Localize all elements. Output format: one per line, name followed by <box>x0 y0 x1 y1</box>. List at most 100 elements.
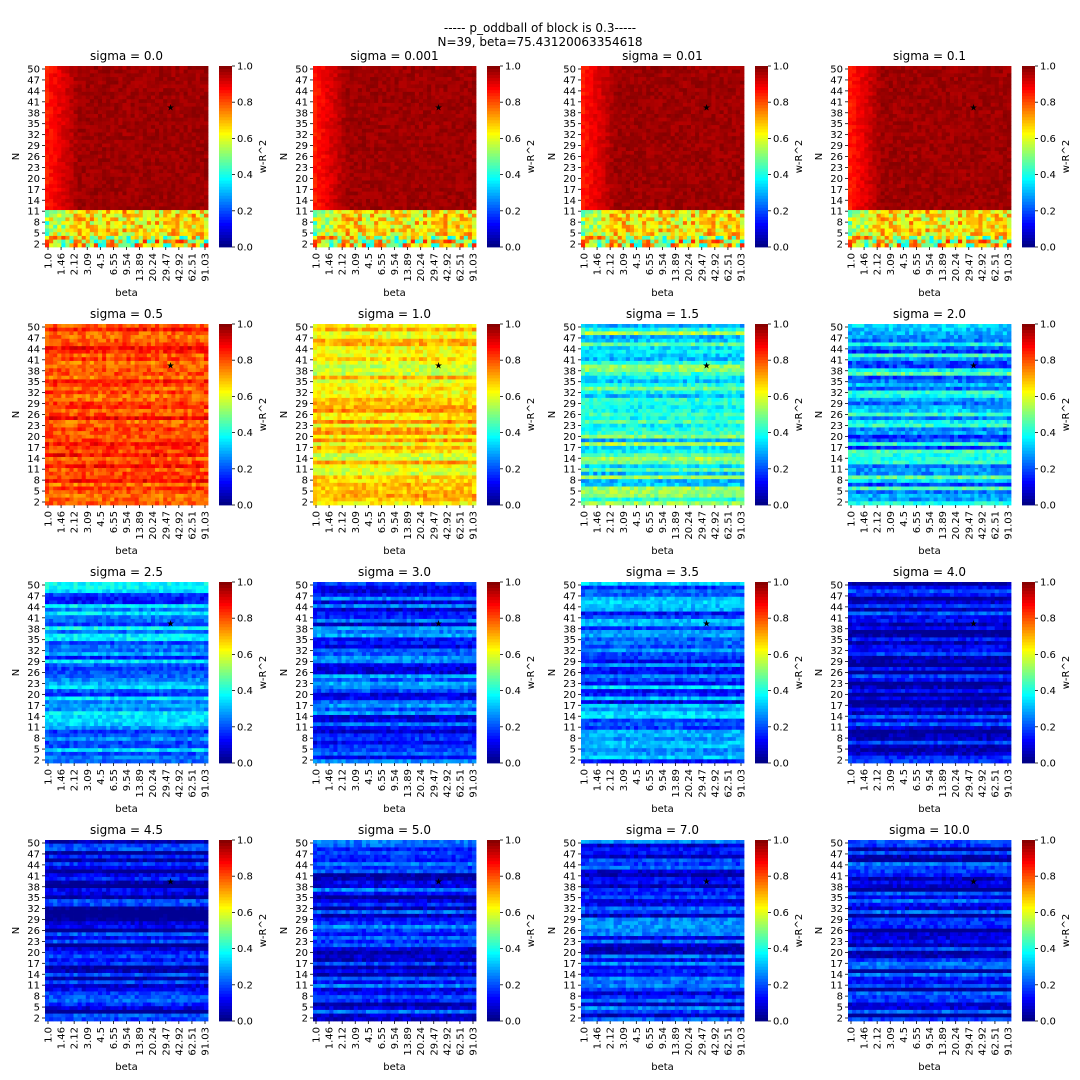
heatmap-cell <box>200 70 204 74</box>
heatmap-cell <box>122 136 126 140</box>
heatmap-cell <box>179 103 183 107</box>
heatmap-cell <box>196 136 200 140</box>
heatmap-cell <box>196 140 200 144</box>
heatmap-cell <box>94 151 98 155</box>
heatmap-cell <box>110 99 114 103</box>
heatmap-cell <box>61 151 65 155</box>
heatmap-cell <box>61 66 65 70</box>
heatmap-cell <box>118 73 122 77</box>
heatmap-cell <box>131 136 135 140</box>
heatmap-cell <box>114 66 118 70</box>
heatmap-cell <box>188 110 192 114</box>
heatmap-cell <box>171 92 175 96</box>
heatmap-cell <box>45 70 49 74</box>
heatmap-cell <box>143 136 147 140</box>
heatmap-cell <box>192 114 196 118</box>
heatmap-cell <box>49 118 53 122</box>
heatmap-cell <box>98 73 102 77</box>
heatmap-cell <box>139 88 143 92</box>
heatmap-cell <box>53 77 57 81</box>
heatmap-cell <box>61 99 65 103</box>
heatmap-cell <box>53 147 57 151</box>
heatmap-cell <box>53 99 57 103</box>
heatmap-cell <box>74 77 78 81</box>
heatmap-cell <box>196 129 200 133</box>
heatmap-cell <box>114 132 118 136</box>
heatmap-cell <box>143 121 147 125</box>
heatmap-cell <box>139 140 143 144</box>
heatmap-cell <box>167 88 171 92</box>
heatmap-cell <box>139 107 143 111</box>
heatmap-cell <box>65 70 69 74</box>
heatmap-cell <box>90 99 94 103</box>
heatmap-cell <box>65 110 69 114</box>
heatmap-cell <box>82 136 86 140</box>
heatmap-cell <box>90 147 94 151</box>
heatmap-cell <box>69 92 73 96</box>
heatmap-cell <box>143 129 147 133</box>
heatmap-cell <box>49 84 53 88</box>
heatmap-cell <box>118 77 122 81</box>
heatmap-cell <box>118 118 122 122</box>
heatmap-cell <box>196 77 200 81</box>
heatmap-cell <box>147 140 151 144</box>
heatmap-cell <box>163 77 167 81</box>
heatmap-cell <box>86 88 90 92</box>
heatmap-cell <box>127 136 131 140</box>
heatmap-cell <box>53 118 57 122</box>
heatmap-cell <box>139 129 143 133</box>
heatmap-cell <box>204 110 208 114</box>
heatmap-cell <box>143 132 147 136</box>
heatmap-cell <box>106 70 110 74</box>
heatmap-cell <box>106 140 110 144</box>
heatmap-cell <box>196 88 200 92</box>
heatmap-cell <box>114 110 118 114</box>
heatmap-cell <box>135 129 139 133</box>
heatmap-cell <box>57 66 61 70</box>
heatmap-cell <box>102 110 106 114</box>
heatmap-cell <box>175 129 179 133</box>
heatmap-cell <box>78 144 82 148</box>
heatmap-cell <box>61 140 65 144</box>
heatmap-cell <box>45 121 49 125</box>
heatmap-cell <box>74 88 78 92</box>
heatmap-cell <box>184 140 188 144</box>
heatmap-cell <box>204 88 208 92</box>
heatmap-cell <box>65 84 69 88</box>
heatmap-cell <box>78 70 82 74</box>
heatmap-cell <box>175 121 179 125</box>
heatmap-cell <box>196 84 200 88</box>
heatmap-cell <box>49 132 53 136</box>
heatmap-cell <box>110 103 114 107</box>
heatmap-cell <box>127 132 131 136</box>
heatmap-cell <box>127 92 131 96</box>
heatmap-cell <box>61 81 65 85</box>
heatmap-cell <box>184 121 188 125</box>
heatmap-cell <box>139 70 143 74</box>
heatmap-cell <box>74 147 78 151</box>
heatmap-cell <box>135 107 139 111</box>
heatmap-cell <box>110 77 114 81</box>
heatmap-cell <box>102 147 106 151</box>
heatmap-cell <box>200 129 204 133</box>
heatmap-cell <box>86 99 90 103</box>
heatmap-cell <box>69 77 73 81</box>
heatmap-cell <box>151 118 155 122</box>
heatmap-cell <box>167 136 171 140</box>
heatmap-cell <box>155 147 159 151</box>
heatmap-cell <box>163 88 167 92</box>
heatmap-cell <box>78 136 82 140</box>
heatmap-cell <box>163 73 167 77</box>
heatmap-cell <box>127 129 131 133</box>
heatmap-cell <box>106 114 110 118</box>
heatmap-cell <box>94 66 98 70</box>
heatmap-cell <box>102 114 106 118</box>
heatmap-cell <box>69 147 73 151</box>
heatmap-cell <box>204 70 208 74</box>
heatmap-cell <box>159 70 163 74</box>
heatmap-cell <box>192 151 196 155</box>
heatmap-cell <box>155 84 159 88</box>
heatmap-cell <box>61 125 65 129</box>
heatmap-cell <box>135 121 139 125</box>
heatmap-cell <box>86 118 90 122</box>
